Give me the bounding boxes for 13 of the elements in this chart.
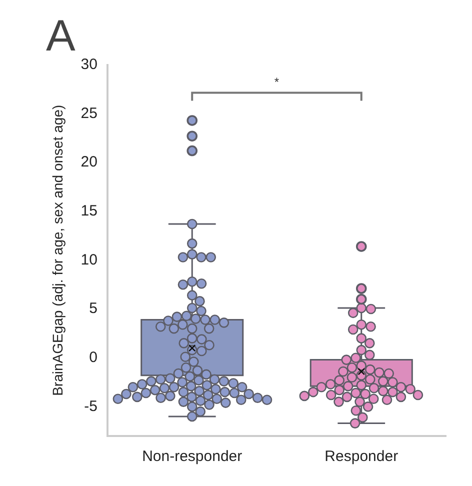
- y-tick-label: -5: [84, 398, 98, 415]
- x-tick-label: Non-responder: [142, 448, 242, 466]
- y-tick-label: 15: [80, 202, 98, 220]
- annotation: *: [274, 75, 280, 90]
- y-tick-label: 0: [89, 348, 98, 366]
- y-tick-label: 20: [80, 154, 98, 171]
- y-tick-label: 10: [80, 251, 98, 268]
- y-tick-label: 30: [80, 56, 98, 73]
- y-tick-label: 5: [89, 300, 98, 318]
- chart-title: A: [46, 12, 76, 61]
- y-tick-label: 25: [80, 104, 98, 122]
- x-tick-label: Responder: [324, 448, 398, 466]
- y-axis-title: BrainAGEgap (adj. for age, sex and onset age): [49, 104, 66, 396]
